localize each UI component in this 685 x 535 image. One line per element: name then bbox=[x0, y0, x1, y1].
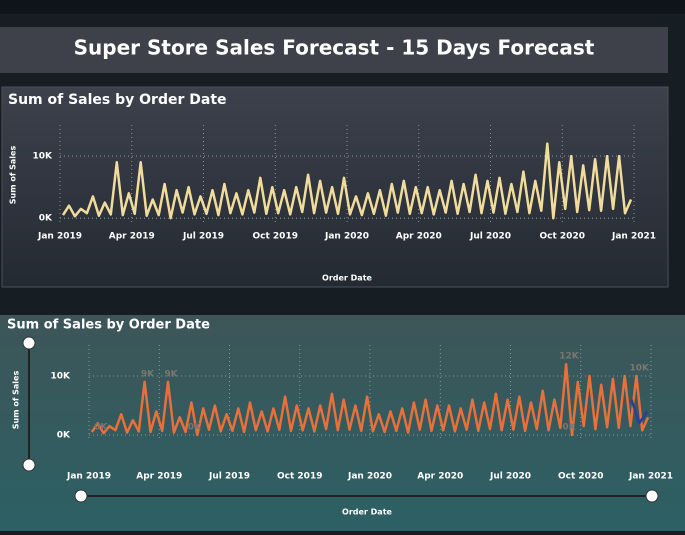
x-axis-label: Order Date bbox=[322, 274, 372, 283]
y-axis-label: Sum of Sales bbox=[12, 371, 21, 430]
data-label: 12K bbox=[559, 352, 580, 362]
y-axis-label: Sum of Sales bbox=[9, 146, 18, 205]
x-tick-label: Oct 2019 bbox=[277, 472, 322, 482]
y-tick-label: 0K bbox=[57, 430, 71, 440]
chart-title: Sum of Sales by Order Date bbox=[8, 92, 227, 108]
line bbox=[630, 399, 649, 425]
data-label: 0K bbox=[94, 422, 108, 432]
y-tick-label: 0K bbox=[39, 214, 53, 224]
x-tick-label: Apr 2019 bbox=[109, 232, 155, 242]
x-tick-label: Jan 2019 bbox=[37, 232, 82, 242]
data-label: 0K bbox=[562, 422, 576, 432]
x-tick-label: Jul 2020 bbox=[489, 472, 531, 482]
title-bar bbox=[0, 27, 668, 73]
slider-handle[interactable] bbox=[22, 458, 36, 472]
top-bar bbox=[0, 0, 685, 14]
data-label: 9K bbox=[164, 369, 178, 379]
x-tick-label: Jan 2021 bbox=[628, 472, 673, 482]
data-label: 10K bbox=[630, 363, 651, 373]
x-tick-label: Jul 2019 bbox=[182, 232, 224, 242]
x-tick-label: Jan 2021 bbox=[611, 232, 656, 242]
x-tick-label: Apr 2020 bbox=[396, 232, 442, 242]
x-tick-label: Apr 2020 bbox=[417, 472, 463, 482]
data-label: 9K bbox=[141, 369, 155, 379]
x-tick-label: Oct 2020 bbox=[540, 232, 585, 242]
x-tick-label: Apr 2019 bbox=[136, 472, 182, 482]
x-tick-label: Oct 2020 bbox=[558, 472, 603, 482]
line bbox=[90, 362, 650, 437]
x-tick-label: Oct 2019 bbox=[253, 232, 298, 242]
data-label: 0K bbox=[188, 422, 202, 432]
slider-handle[interactable] bbox=[645, 489, 659, 503]
x-tick-label: Jul 2019 bbox=[208, 472, 250, 482]
slider-handle[interactable] bbox=[22, 336, 36, 350]
x-tick-label: Jul 2020 bbox=[469, 232, 511, 242]
x-tick-label: Jan 2020 bbox=[347, 472, 392, 482]
x-tick-label: Jan 2020 bbox=[324, 232, 369, 242]
chart-title: Sum of Sales by Order Date bbox=[7, 318, 210, 333]
x-tick-label: Jan 2019 bbox=[66, 472, 111, 482]
x-axis-label: Order Date bbox=[342, 508, 392, 517]
slider-handle[interactable] bbox=[74, 489, 88, 503]
page-title: Super Store Sales Forecast - 15 Days For… bbox=[74, 36, 595, 60]
y-tick-label: 10K bbox=[33, 152, 54, 162]
line bbox=[61, 142, 633, 220]
y-tick-label: 10K bbox=[51, 371, 72, 381]
